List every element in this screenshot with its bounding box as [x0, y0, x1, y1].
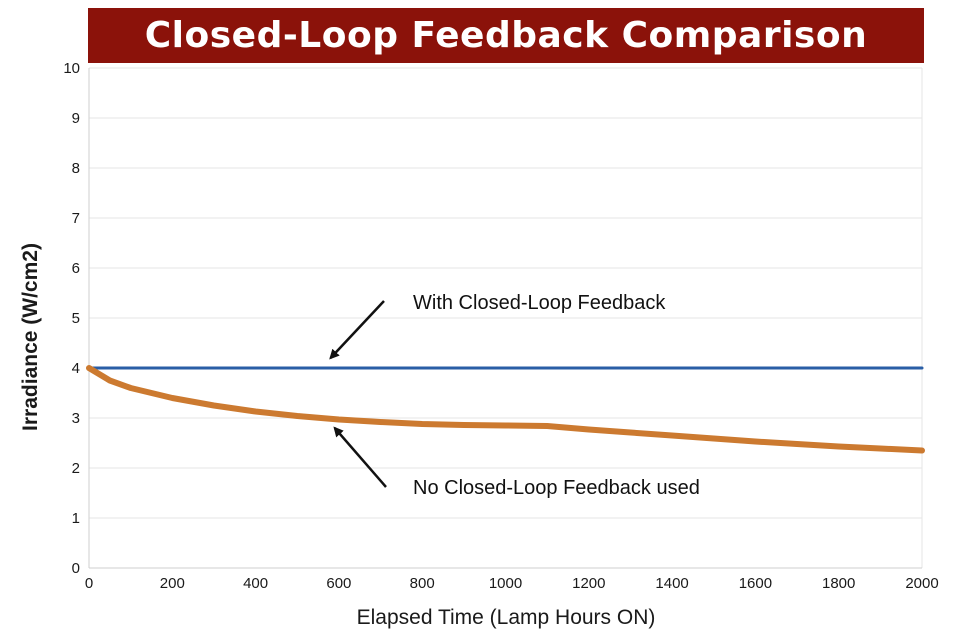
- y-tick-label: 3: [72, 410, 80, 427]
- x-tick-label: 800: [410, 575, 435, 592]
- annotation-arrow: [329, 300, 385, 360]
- y-tick-label: 7: [72, 210, 80, 227]
- series-line-1: [86, 365, 925, 454]
- x-tick-label: 1000: [489, 575, 522, 592]
- y-tick-label: 2: [72, 460, 80, 477]
- y-tick-label: 8: [72, 160, 80, 177]
- annotation-label: No Closed-Loop Feedback used: [413, 477, 700, 499]
- x-tick-label: 1200: [572, 575, 605, 592]
- x-tick-label: 400: [243, 575, 268, 592]
- annotation-arrow: [333, 426, 387, 488]
- y-tick-label: 4: [72, 360, 80, 377]
- y-tick-label: 10: [63, 60, 80, 77]
- y-tick-label: 5: [72, 310, 80, 327]
- x-tick-label: 200: [160, 575, 185, 592]
- y-tick-label: 0: [72, 560, 80, 577]
- x-axis-label: Elapsed Time (Lamp Hours ON): [357, 606, 656, 629]
- y-tick-label: 1: [72, 510, 80, 527]
- y-tick-label: 6: [72, 260, 80, 277]
- x-tick-label: 1400: [655, 575, 688, 592]
- annotation-label: With Closed-Loop Feedback: [413, 292, 666, 314]
- chart-title-bar: Closed-Loop Feedback Comparison: [88, 8, 924, 63]
- chart-title: Closed-Loop Feedback Comparison: [144, 15, 868, 56]
- y-tick-label: 9: [72, 110, 80, 127]
- x-tick-label: 1800: [822, 575, 855, 592]
- x-tick-label: 2000: [905, 575, 938, 592]
- x-tick-label: 600: [326, 575, 351, 592]
- x-tick-label: 1600: [739, 575, 772, 592]
- x-tick-label: 0: [85, 575, 93, 592]
- y-axis-label: Irradiance (W/cm2): [19, 243, 42, 431]
